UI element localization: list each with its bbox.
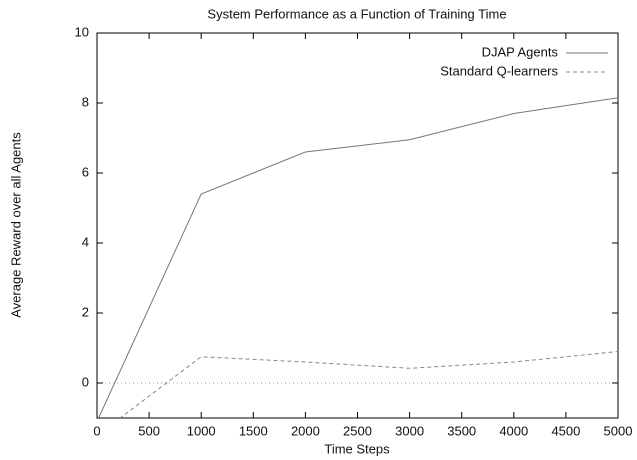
- y-tick-label: 2: [82, 304, 89, 319]
- series-line: [119, 351, 618, 418]
- y-axis-label: Average Reward over all Agents: [8, 132, 23, 318]
- x-tick-label: 2000: [291, 423, 320, 438]
- x-tick-label: 3000: [395, 423, 424, 438]
- y-tick-label: 8: [82, 94, 89, 109]
- legend-label: DJAP Agents: [482, 44, 559, 59]
- x-tick-label: 2500: [343, 423, 372, 438]
- x-tick-label: 4000: [499, 423, 528, 438]
- y-tick-label: 10: [75, 24, 89, 39]
- x-tick-label: 5000: [604, 423, 633, 438]
- y-tick-label: 0: [82, 374, 89, 389]
- series-line: [98, 97, 618, 418]
- y-tick-label: 6: [82, 164, 89, 179]
- x-tick-label: 0: [93, 423, 100, 438]
- chart-title: System Performance as a Function of Trai…: [207, 6, 506, 21]
- x-tick-label: 4500: [551, 423, 580, 438]
- x-axis-label: Time Steps: [324, 441, 390, 456]
- x-tick-label: 1000: [187, 423, 216, 438]
- legend-label: Standard Q-learners: [440, 63, 558, 78]
- x-tick-label: 1500: [239, 423, 268, 438]
- x-tick-label: 3500: [447, 423, 476, 438]
- plot-frame: [96, 32, 619, 419]
- y-tick-label: 4: [82, 234, 89, 249]
- x-tick-label: 500: [138, 423, 160, 438]
